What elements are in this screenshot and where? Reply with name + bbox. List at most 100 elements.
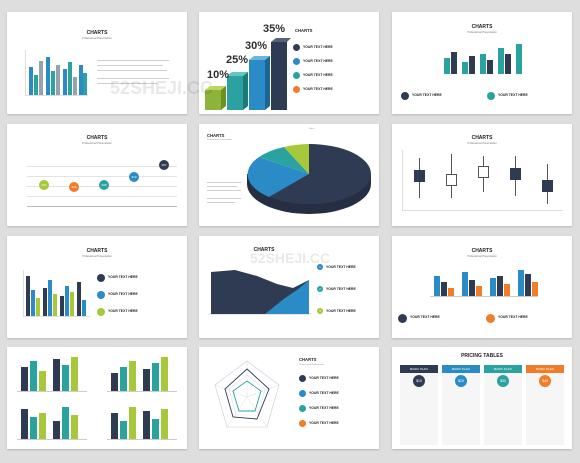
pricing-column-1: BASIC PLAN $10 xyxy=(400,365,438,445)
step-number-3: 3 xyxy=(317,308,323,314)
slide-thumbnail-11[interactable]: CHARTS Professional Presentation YOUR TE… xyxy=(199,347,379,449)
item-heading: YOUR TEXT HERE xyxy=(303,87,333,91)
plan-name: BASIC PLAN xyxy=(442,365,480,373)
bubble: 208 xyxy=(69,182,79,192)
plan-price: $20 xyxy=(455,375,467,387)
radar-chart xyxy=(214,360,280,428)
slide-subtitle: Professional Presentation xyxy=(82,255,112,258)
item-heading: YOUR TEXT HERE xyxy=(498,93,528,97)
3d-bar-chart xyxy=(17,403,87,440)
slide-title: CHARTS xyxy=(253,247,275,253)
slide-thumbnail-9[interactable]: CHARTS Professional Presentation YOUR TE… xyxy=(392,236,572,338)
item-heading: YOUR TEXT HERE xyxy=(309,406,339,410)
plan-name: BASIC PLAN xyxy=(526,365,564,373)
slide-subtitle: Professional Presentation xyxy=(467,142,497,145)
info-icon xyxy=(398,314,407,323)
slide-title: CHARTS xyxy=(471,135,493,141)
info-icon xyxy=(299,420,306,427)
plan-name: BASIC PLAN xyxy=(484,365,522,373)
slide-subtitle: Professional Presentation xyxy=(299,364,324,366)
slide-title: CHARTS xyxy=(299,357,317,362)
slide-thumbnail-8[interactable]: CHARTS 1 YOUR TEXT HERE 2 YOUR TEXT HERE… xyxy=(199,236,379,338)
slide-title: PRICING TABLES xyxy=(461,353,503,359)
3d-bar-chart xyxy=(442,40,528,74)
watermark: 52SHEJI.CC xyxy=(110,78,214,98)
percent-label: 10% xyxy=(207,69,230,81)
item-heading: YOUR TEXT HERE xyxy=(309,376,339,380)
slide-title: CHARTS xyxy=(86,30,108,36)
info-icon xyxy=(293,58,300,65)
slide-thumbnail-2[interactable]: 10% 25% 30% 35% CHARTS YOUR TEXT HERE YO… xyxy=(199,12,379,114)
area-chart xyxy=(209,270,311,315)
item-heading: YOUR TEXT HERE xyxy=(303,45,333,49)
3d-bar-chart xyxy=(107,355,177,392)
item-heading: YOUR TEXT HERE xyxy=(326,265,356,269)
slide-title: CHARTS xyxy=(295,28,313,33)
watermark: 52SHEJI.CC xyxy=(250,250,331,266)
bubble: 287 xyxy=(159,160,169,170)
info-icon xyxy=(299,405,306,412)
item-heading: YOUR TEXT HERE xyxy=(326,309,356,313)
item-heading: YOUR TEXT HERE xyxy=(309,391,339,395)
step-number-2: 2 xyxy=(317,286,323,292)
candlestick-chart xyxy=(402,150,563,211)
item-heading: YOUR TEXT HERE xyxy=(108,275,138,279)
bar-chart xyxy=(23,270,90,317)
item-heading: YOUR TEXT HERE xyxy=(108,309,138,313)
3d-column-chart xyxy=(205,38,291,110)
item-heading: YOUR TEXT HERE xyxy=(303,73,333,77)
slide-title: CHARTS xyxy=(86,135,108,141)
plan-price: $30 xyxy=(497,375,509,387)
slide-subtitle: Professional Presentation xyxy=(467,31,497,34)
bubble: 209 xyxy=(99,180,109,190)
pricing-column-2: BASIC PLAN $20 xyxy=(442,365,480,445)
slide-thumbnail-1[interactable]: CHARTS Professional Presentation xyxy=(7,12,187,114)
percent-label: 35% xyxy=(263,23,286,35)
step-number-1: 1 xyxy=(317,264,323,270)
percent-label: 25% xyxy=(226,54,249,66)
slide-thumbnail-4[interactable]: CHARTS Professional Presentation 207 208… xyxy=(7,124,187,226)
plan-price: $10 xyxy=(413,375,425,387)
slide-thumbnail-3[interactable]: CHARTS Professional Presentation YOUR TE… xyxy=(392,12,572,114)
info-icon xyxy=(401,92,409,100)
plan-name: BASIC PLAN xyxy=(400,365,438,373)
plan-price: $40 xyxy=(539,375,551,387)
slide-subtitle: Professional Presentation xyxy=(467,255,497,258)
item-heading: YOUR TEXT HERE xyxy=(410,315,440,319)
pricing-column-3: BASIC PLAN $30 xyxy=(484,365,522,445)
info-icon xyxy=(299,375,306,382)
info-icon xyxy=(293,44,300,51)
info-icon xyxy=(97,291,105,299)
slide-title: CHARTS xyxy=(471,248,493,254)
item-heading: YOUR TEXT HERE xyxy=(108,292,138,296)
pricing-column-4: BASIC PLAN $40 xyxy=(526,365,564,445)
slide-thumbnail-6[interactable]: CHARTS Professional Presentation xyxy=(392,124,572,226)
info-icon xyxy=(97,274,105,282)
slide-title: CHARTS xyxy=(207,133,225,138)
slide-thumbnail-12[interactable]: PRICING TABLES BASIC PLAN $10 BASIC PLAN… xyxy=(392,347,572,449)
info-icon xyxy=(487,92,495,100)
bubble: 207 xyxy=(39,180,49,190)
item-heading: YOUR TEXT HERE xyxy=(412,93,442,97)
slide-title: CHARTS xyxy=(86,248,108,254)
3d-bar-chart xyxy=(107,403,177,440)
slide-subtitle: Professional Presentation xyxy=(207,139,232,141)
info-icon xyxy=(293,72,300,79)
slide-subtitle: Professional Presentation xyxy=(82,37,112,40)
bar-chart xyxy=(430,264,538,297)
slide-thumbnail-10[interactable] xyxy=(7,347,187,449)
slide-title: CHARTS xyxy=(471,24,493,30)
item-heading: YOUR TEXT HERE xyxy=(326,287,356,291)
item-heading: YOUR TEXT HERE xyxy=(498,315,528,319)
percent-label: 30% xyxy=(245,40,268,52)
bar-chart xyxy=(25,50,88,96)
slide-thumbnail-5[interactable]: CHARTS Professional Presentation Sales xyxy=(199,124,379,226)
info-icon xyxy=(97,308,105,316)
info-icon xyxy=(299,390,306,397)
bubble: 210 xyxy=(129,172,139,182)
info-icon xyxy=(486,314,495,323)
slide-thumbnail-7[interactable]: CHARTS Professional Presentation YOUR TE… xyxy=(7,236,187,338)
item-heading: YOUR TEXT HERE xyxy=(303,59,333,63)
info-icon xyxy=(293,86,300,93)
3d-pie-chart xyxy=(247,144,372,214)
